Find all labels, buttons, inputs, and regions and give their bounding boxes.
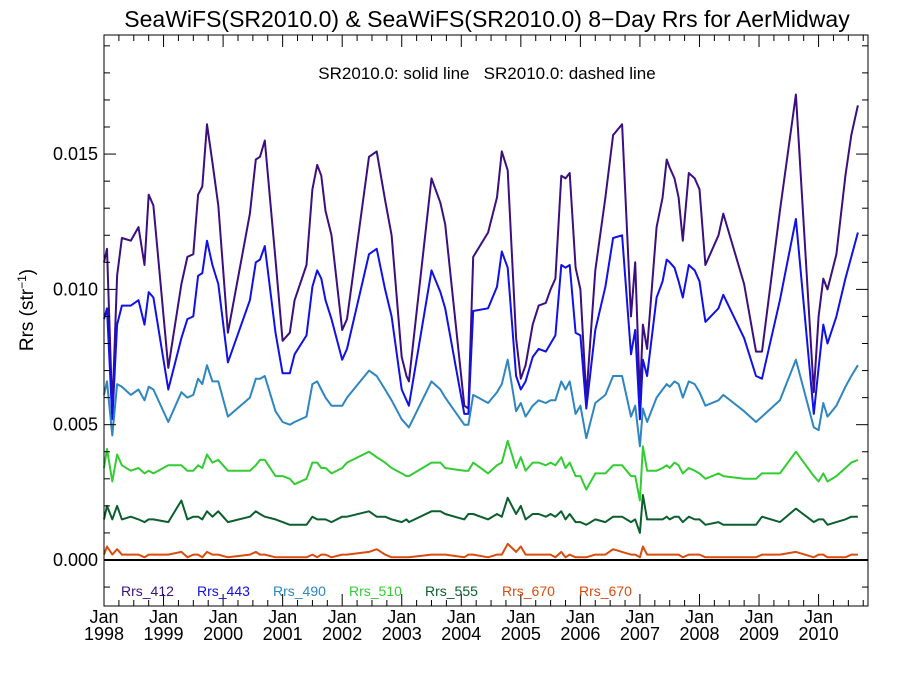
legend-entry-rrs-670: Rrs_670 (579, 583, 632, 599)
legend-entry-rrs-490: Rrs_490 (273, 583, 326, 599)
y-tick-label: 0.015 (53, 144, 98, 164)
legend-entry-rrs-510: Rrs_510 (349, 583, 402, 599)
x-tick-label-year: 1998 (84, 624, 124, 644)
y-tick-label: 0.005 (53, 415, 98, 435)
x-tick-label-month: Jan (149, 607, 178, 627)
x-tick-label-month: Jan (566, 607, 595, 627)
series-line-rrs-490 (103, 358, 859, 448)
legend-entry-rrs-555: Rrs_555 (425, 583, 478, 599)
chart-title: SeaWiFS(SR2010.0) & SeaWiFS(SR2010.0) 8−… (124, 6, 850, 32)
x-tick-label-year: 2005 (501, 624, 541, 644)
series-line-rrs-510 (103, 439, 859, 502)
legend-entry-rrs-670: Rrs_670 (502, 583, 555, 599)
x-tick-label-year: 2001 (263, 624, 303, 644)
x-tick-label-month: Jan (268, 607, 297, 627)
x-tick-label-year: 1999 (144, 624, 184, 644)
x-tick-label-year: 2009 (739, 624, 779, 644)
y-axis-label: Rrs (str−1) (15, 269, 38, 351)
x-tick-label-month: Jan (89, 607, 118, 627)
x-tick-label-month: Jan (209, 607, 238, 627)
series-line-rrs-670 (103, 542, 858, 559)
x-tick-label-year: 2008 (679, 624, 719, 644)
y-tick-label: 0.010 (53, 279, 98, 299)
x-tick-label-month: Jan (506, 607, 535, 627)
x-tick-label-year: 2002 (322, 624, 362, 644)
x-tick-label-year: 2003 (382, 624, 422, 644)
y-axis-label-superscript: −1 (15, 275, 29, 289)
x-tick-label-month: Jan (447, 607, 476, 627)
x-tick-label-month: Jan (387, 607, 416, 627)
plot-frame (103, 34, 869, 607)
y-axis-ticks: 0.000 0.005 0.010 0.015 (53, 45, 868, 588)
x-tick-label-month: Jan (804, 607, 833, 627)
y-axis-label-main: Rrs (str (17, 288, 38, 351)
series-line-rrs-443 (103, 218, 859, 421)
y-tick-label: 0.000 (53, 550, 98, 570)
x-tick-label-month: Jan (745, 607, 774, 627)
series-line-rrs-412 (103, 93, 859, 413)
x-tick-label-year: 2006 (560, 624, 600, 644)
x-tick-label-year: 2007 (620, 624, 660, 644)
x-tick-label-month: Jan (625, 607, 654, 627)
chart-subtitle: SR2010.0: solid line SR2010.0: dashed li… (318, 64, 655, 83)
x-tick-label-month: Jan (685, 607, 714, 627)
legend-entry-rrs-412: Rrs_412 (121, 583, 174, 599)
x-tick-label-year: 2000 (203, 624, 243, 644)
plot-area: 0.0000.0050.0100.015Jan1998Jan1999Jan200… (53, 34, 869, 644)
series-lines (103, 93, 859, 559)
x-axis-ticks: Jan1998Jan1999Jan2000Jan2001Jan2002Jan20… (84, 35, 864, 644)
series-line-rrs-555 (103, 494, 858, 534)
x-tick-label-month: Jan (328, 607, 357, 627)
y-axis-label-close: ) (17, 269, 38, 275)
legend-entry-rrs-443: Rrs_443 (197, 583, 250, 599)
x-tick-label-year: 2010 (799, 624, 839, 644)
x-tick-label-year: 2004 (441, 624, 481, 644)
legend: Rrs_412 Rrs_443 Rrs_490 Rrs_510 Rrs_555 Rrs_6… (121, 583, 632, 599)
